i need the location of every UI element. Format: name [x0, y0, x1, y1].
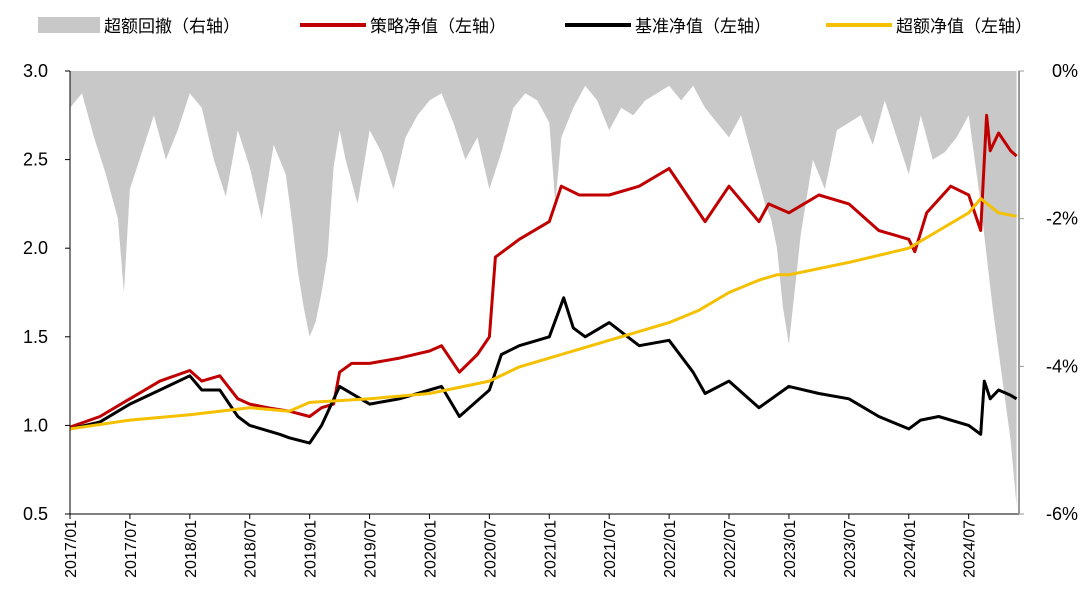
x-tick-label: 2022/01 [662, 520, 679, 578]
legend-item-strategy-nav: 策略净值（左轴） [300, 12, 506, 37]
legend-label-benchmark-nav: 基准净值（左轴） [635, 17, 771, 37]
legend-label-strategy-nav: 策略净值（左轴） [370, 17, 506, 37]
x-tick-label: 2023/01 [782, 520, 799, 578]
x-tick-label: 2021/07 [602, 520, 619, 578]
legend-swatch-excess-drawdown [38, 16, 100, 33]
x-tick-label: 2019/01 [303, 520, 320, 578]
y-left-tick-label: 1.0 [23, 415, 48, 435]
y-right-tick-label: 0% [1052, 61, 1078, 81]
y-left-tick-label: 1.5 [23, 327, 48, 347]
y-left-tick-label: 2.0 [23, 238, 48, 258]
y-left-tick-label: 2.5 [23, 150, 48, 170]
y-right-tick-label: -4% [1046, 356, 1078, 376]
legend-item-benchmark-nav: 基准净值（左轴） [565, 12, 771, 37]
series-area-excess-drawdown [70, 71, 1017, 507]
x-tick-label: 2019/07 [363, 520, 380, 578]
legend-label-excess-nav: 超额净值（左轴） [896, 17, 1032, 37]
x-tick-label: 2020/01 [422, 520, 439, 578]
legend-swatch-benchmark-nav [565, 22, 631, 27]
x-tick-label: 2017/01 [63, 520, 80, 578]
series-line-benchmark-nav [69, 296, 1018, 445]
y-right-tick-label: -2% [1046, 209, 1078, 229]
legend-label-excess-drawdown: 超额回撤（右轴） [104, 17, 240, 37]
y-left-tick-label: 0.5 [23, 504, 48, 524]
x-tick-label: 2024/01 [902, 520, 919, 578]
nav-lines-layer [69, 113, 1018, 445]
y-left-tick-label: 3.0 [23, 61, 48, 81]
series-line-strategy-nav [69, 113, 1018, 429]
x-tick-label: 2023/07 [842, 520, 859, 578]
x-tick-label: 2021/01 [542, 520, 559, 578]
axes-layer: 0.5 1.0 1.5 2.0 2.5 3.0 0% -2% -4% -6% 2017/01 2017… [23, 61, 1078, 578]
x-tick-label: 2017/07 [123, 520, 140, 578]
legend-swatch-strategy-nav [300, 22, 366, 27]
y-right-tick-label: -6% [1046, 504, 1078, 524]
x-tick-label: 2022/07 [722, 520, 739, 578]
x-tick-label: 2024/07 [962, 520, 979, 578]
x-tick-label: 2018/07 [243, 520, 260, 578]
x-tick-label: 2020/07 [482, 520, 499, 578]
chart-legend: 超额回撤（右轴） 策略净值（左轴） 基准净值（左轴） 超额净值（左轴） [0, 12, 1086, 42]
legend-item-excess-drawdown: 超额回撤（右轴） [38, 12, 240, 37]
legend-swatch-excess-nav [826, 22, 892, 27]
x-tick-label: 2018/01 [183, 520, 200, 578]
legend-item-excess-nav: 超额净值（左轴） [826, 12, 1032, 37]
drawdown-area-layer [70, 71, 1017, 507]
series-line-excess-nav [69, 197, 1017, 431]
